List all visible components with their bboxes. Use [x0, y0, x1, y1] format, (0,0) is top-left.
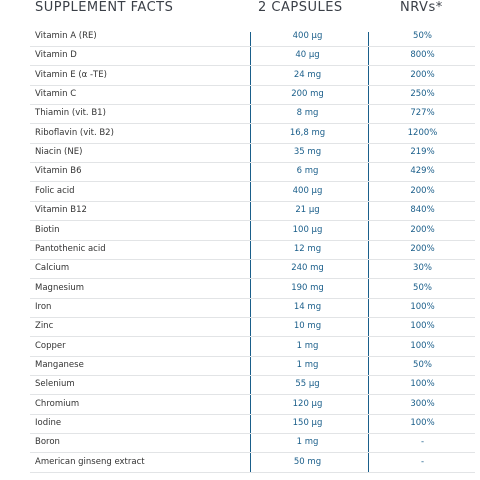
amount: 240 mg [291, 263, 324, 274]
nrv-value: 219% [410, 147, 435, 158]
table-row: Chromium 120 µg 300% [30, 395, 475, 415]
amount: 10 mg [293, 321, 322, 332]
amount: 1 mg [296, 359, 319, 370]
nrv-value: 200% [410, 224, 435, 235]
table-row: Vitamin D 40 µg 800% [30, 46, 475, 67]
nutrient-name: Calcium [35, 263, 70, 274]
nrv-value: 1200% [407, 127, 438, 138]
nrv-value: 50% [413, 359, 432, 370]
header-label: NRVs* [400, 0, 443, 15]
nrv-value: - [420, 456, 425, 467]
nrv-value: 727% [410, 108, 435, 119]
nutrient-name: Vitamin C [35, 89, 77, 100]
nutrient-name: Folic acid [35, 185, 75, 196]
header-label: 2 CAPSULES [258, 0, 343, 15]
table-row: Riboflavin (vit. B2) 16,8 mg 1200% [30, 124, 475, 144]
amount: 8 mg [296, 108, 319, 119]
amount: 55 µg [295, 379, 320, 390]
nrv-value: 100% [410, 379, 435, 390]
nrv-value: 200% [410, 69, 435, 80]
table-row: Manganese 1 mg 50% [30, 356, 475, 376]
nutrient-name: Boron [35, 437, 60, 448]
amount: 400 µg [292, 31, 323, 41]
table-row: Boron 1 mg - [30, 433, 475, 454]
table-row: Iron 14 mg 100% [30, 298, 475, 318]
nutrient-name: Iron [35, 301, 52, 312]
amount: 14 mg [293, 301, 322, 312]
amount: 190 mg [291, 282, 324, 293]
amount: 400 µg [292, 185, 323, 196]
nutrient-name: Vitamin B6 [35, 166, 82, 177]
nutrient-name: Iodine [35, 418, 62, 428]
nutrient-name: American ginseng extract [35, 456, 145, 467]
nrv-value: 429% [410, 166, 435, 177]
amount: 21 µg [295, 205, 320, 216]
nrv-value: - [420, 437, 425, 448]
nrv-value: 300% [410, 398, 435, 409]
nutrient-name: Zinc [35, 321, 54, 332]
table-row: Zinc 10 mg 100% [30, 317, 475, 338]
nrv-value: 100% [410, 301, 435, 312]
header-label: SUPPLEMENT FACTS [35, 0, 174, 15]
amount: 100 µg [292, 224, 323, 235]
nutrient-name: Vitamin E (α -TE) [35, 69, 107, 80]
nutrient-name: Pantothenic acid [35, 243, 106, 254]
nrv-value: 250% [410, 89, 435, 100]
nutrient-name: Riboflavin (vit. B2) [35, 127, 114, 138]
table-row: Pantothenic acid 12 mg 200% [30, 240, 475, 260]
table-row: Folic acid 400 µg 200% [30, 182, 475, 202]
nutrient-name: Chromium [35, 398, 80, 409]
table-row: Vitamin E (α -TE) 24 mg 200% [30, 66, 475, 86]
amount: 1 mg [296, 340, 319, 351]
nutrient-name: Biotin [35, 224, 60, 235]
nrv-value: 800% [410, 50, 435, 61]
table-row: Vitamin B12 21 µg 840% [30, 201, 475, 222]
table-row: Calcium 240 mg 30% [30, 259, 475, 280]
amount: 200 mg [291, 89, 324, 100]
table-row: American ginseng extract 50 mg - [30, 453, 475, 473]
nrv-value: 100% [410, 418, 435, 428]
amount: 40 µg [295, 50, 320, 61]
nutrient-name: Vitamin D [35, 50, 77, 61]
table-row: Selenium 55 µg 100% [30, 375, 475, 396]
nrv-value: 100% [410, 340, 435, 351]
column-divider [368, 32, 369, 472]
table-row: Magnesium 190 mg 50% [30, 279, 475, 299]
amount: 6 mg [296, 166, 319, 177]
table-row: Thiamin (vit. B1) 8 mg 727% [30, 104, 475, 125]
nutrient-name: Vitamin B12 [35, 205, 87, 216]
nutrient-name: Copper [35, 340, 66, 351]
amount: 50 mg [293, 456, 322, 467]
nutrient-name: Vitamin A (RE) [35, 31, 97, 41]
column-divider [250, 32, 251, 472]
nutrient-name: Selenium [35, 379, 75, 390]
amount: 16,8 mg [289, 127, 326, 138]
nutrient-name: Manganese [35, 359, 84, 370]
nrv-value: 100% [410, 321, 435, 332]
nrv-value: 30% [413, 263, 432, 274]
amount: 24 mg [293, 69, 322, 80]
amount: 1 mg [296, 437, 319, 448]
table-row: Niacin (NE) 35 mg 219% [30, 143, 475, 164]
amount: 12 mg [293, 243, 322, 254]
nrv-value: 200% [410, 185, 435, 196]
table-row: Copper 1 mg 100% [30, 337, 475, 357]
amount: 120 µg [292, 398, 323, 409]
table-row: Vitamin A (RE) 400 µg 50% [30, 27, 475, 47]
nrv-value: 50% [413, 282, 432, 293]
table-row: Iodine 150 µg 100% [30, 414, 475, 434]
nrv-value: 840% [410, 205, 435, 216]
nrv-value: 50% [413, 31, 432, 41]
table-row: Biotin 100 µg 200% [30, 221, 475, 241]
table-row: Vitamin B6 6 mg 429% [30, 162, 475, 183]
nutrient-name: Niacin (NE) [35, 147, 83, 158]
table-row: Vitamin C 200 mg 250% [30, 85, 475, 106]
amount: 35 mg [293, 147, 322, 158]
nutrient-name: Thiamin (vit. B1) [35, 108, 106, 119]
amount: 150 µg [292, 418, 323, 428]
nutrient-name: Magnesium [35, 282, 85, 293]
nrv-value: 200% [410, 243, 435, 254]
